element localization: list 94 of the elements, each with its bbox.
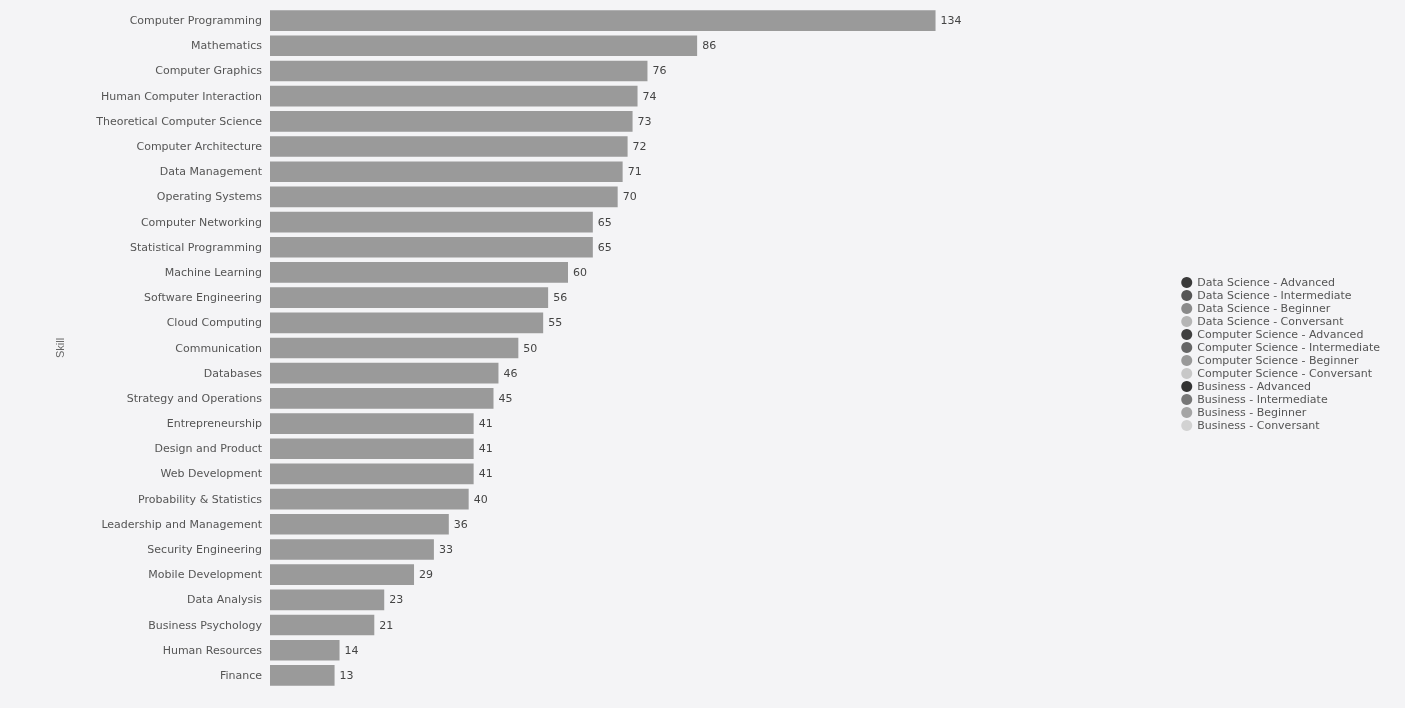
bar bbox=[270, 639, 340, 661]
y-tick-label: Computer Graphics bbox=[155, 64, 263, 78]
y-tick-label: Mathematics bbox=[191, 39, 263, 53]
y-axis-title: Skill bbox=[53, 337, 66, 359]
y-tick-label: Data Management bbox=[159, 165, 263, 179]
bar bbox=[270, 262, 568, 283]
bar bbox=[270, 337, 519, 359]
y-tick-label: Probability & Statistics bbox=[137, 492, 263, 506]
bar bbox=[270, 136, 628, 157]
y-tick-label: Software Engineering bbox=[144, 291, 262, 305]
y-tick-label: Strategy and Operations bbox=[126, 391, 263, 405]
y-tick-label: Theoretical Computer Science bbox=[95, 114, 263, 128]
legend-label: Computer Science - Intermediate bbox=[1197, 341, 1381, 354]
bar bbox=[270, 614, 375, 636]
data-label: 14 bbox=[344, 643, 359, 657]
y-tick-label: Leadership and Management bbox=[101, 517, 263, 531]
data-label: 23 bbox=[389, 593, 404, 607]
y-tick-label: Operating Systems bbox=[156, 190, 263, 204]
bar bbox=[270, 513, 449, 535]
bar bbox=[270, 161, 623, 183]
data-label: 36 bbox=[453, 517, 468, 531]
bar bbox=[270, 312, 544, 334]
data-label: 65 bbox=[597, 215, 612, 229]
bar bbox=[270, 111, 633, 132]
data-label: 41 bbox=[478, 442, 493, 456]
data-label: 55 bbox=[548, 316, 563, 330]
y-tick-label: Computer Networking bbox=[140, 215, 262, 229]
bar bbox=[270, 10, 936, 31]
y-tick-label: Human Resources bbox=[162, 643, 263, 657]
data-label: 60 bbox=[573, 265, 587, 279]
bar bbox=[270, 60, 648, 82]
data-label: 50 bbox=[523, 341, 538, 355]
data-label: 56 bbox=[553, 291, 568, 305]
data-label: 40 bbox=[473, 492, 488, 506]
bar bbox=[270, 186, 618, 208]
legend-label: Data Science - Conversant bbox=[1197, 315, 1345, 328]
bar bbox=[270, 589, 385, 611]
bar bbox=[270, 388, 494, 409]
legend-label: Computer Science - Advanced bbox=[1197, 328, 1364, 341]
bar bbox=[270, 564, 415, 585]
data-label: 74 bbox=[642, 89, 657, 103]
bar bbox=[270, 35, 698, 57]
bar bbox=[270, 236, 593, 258]
data-label: 65 bbox=[597, 240, 612, 254]
data-label: 73 bbox=[637, 114, 652, 128]
bar bbox=[270, 85, 638, 107]
bar bbox=[270, 287, 549, 308]
y-tick-label: Human Computer Interaction bbox=[100, 89, 263, 103]
y-tick-label: Security Engineering bbox=[147, 542, 262, 556]
legend-label: Business - Conversant bbox=[1197, 419, 1321, 432]
bar bbox=[270, 438, 474, 460]
bar bbox=[270, 488, 469, 510]
y-tick-label: Data Analysis bbox=[186, 593, 263, 607]
bar bbox=[270, 665, 335, 686]
y-tick-label: Computer Architecture bbox=[136, 140, 263, 154]
y-tick-label: Design and Product bbox=[154, 442, 263, 456]
legend-label: Business - Advanced bbox=[1197, 380, 1312, 393]
bar bbox=[270, 211, 593, 233]
data-label: 46 bbox=[503, 366, 518, 380]
data-label: 21 bbox=[379, 618, 394, 632]
data-label: 13 bbox=[339, 668, 354, 682]
data-label: 41 bbox=[478, 417, 493, 431]
y-tick-label: Statistical Programming bbox=[130, 240, 262, 254]
legend-label: Computer Science - Beginner bbox=[1197, 354, 1360, 367]
y-tick-label: Finance bbox=[219, 668, 263, 682]
legend-label: Business - Beginner bbox=[1197, 406, 1307, 419]
y-tick-label: Entrepreneurship bbox=[166, 417, 263, 431]
legend-label: Data Science - Beginner bbox=[1197, 302, 1331, 315]
y-tick-label: Business Psychology bbox=[148, 618, 263, 632]
y-tick-label: Communication bbox=[175, 341, 263, 355]
bar bbox=[270, 362, 499, 384]
y-tick-label: Databases bbox=[203, 366, 263, 380]
data-label: 70 bbox=[622, 190, 637, 204]
data-label: 33 bbox=[438, 542, 453, 556]
bar bbox=[270, 539, 434, 560]
bar bbox=[270, 463, 474, 485]
y-tick-label: Cloud Computing bbox=[166, 316, 262, 330]
data-label: 86 bbox=[702, 39, 717, 53]
bar bbox=[270, 413, 474, 434]
y-tick-label: Computer Programming bbox=[129, 14, 262, 28]
data-label: 76 bbox=[652, 64, 667, 78]
legend-label: Computer Science - Conversant bbox=[1197, 367, 1373, 380]
data-label: 45 bbox=[498, 391, 513, 405]
data-label: 41 bbox=[478, 467, 493, 481]
y-tick-label: Machine Learning bbox=[164, 265, 262, 279]
data-label: 134 bbox=[940, 14, 962, 28]
legend-label: Business - Intermediate bbox=[1197, 393, 1328, 406]
y-tick-label: Mobile Development bbox=[148, 568, 263, 582]
data-label: 72 bbox=[632, 140, 647, 154]
legend-label: Data Science - Advanced bbox=[1197, 276, 1335, 289]
data-label: 29 bbox=[419, 568, 434, 582]
legend-label: Data Science - Intermediate bbox=[1197, 289, 1352, 302]
data-label: 71 bbox=[627, 165, 642, 179]
y-tick-label: Web Development bbox=[160, 467, 263, 481]
